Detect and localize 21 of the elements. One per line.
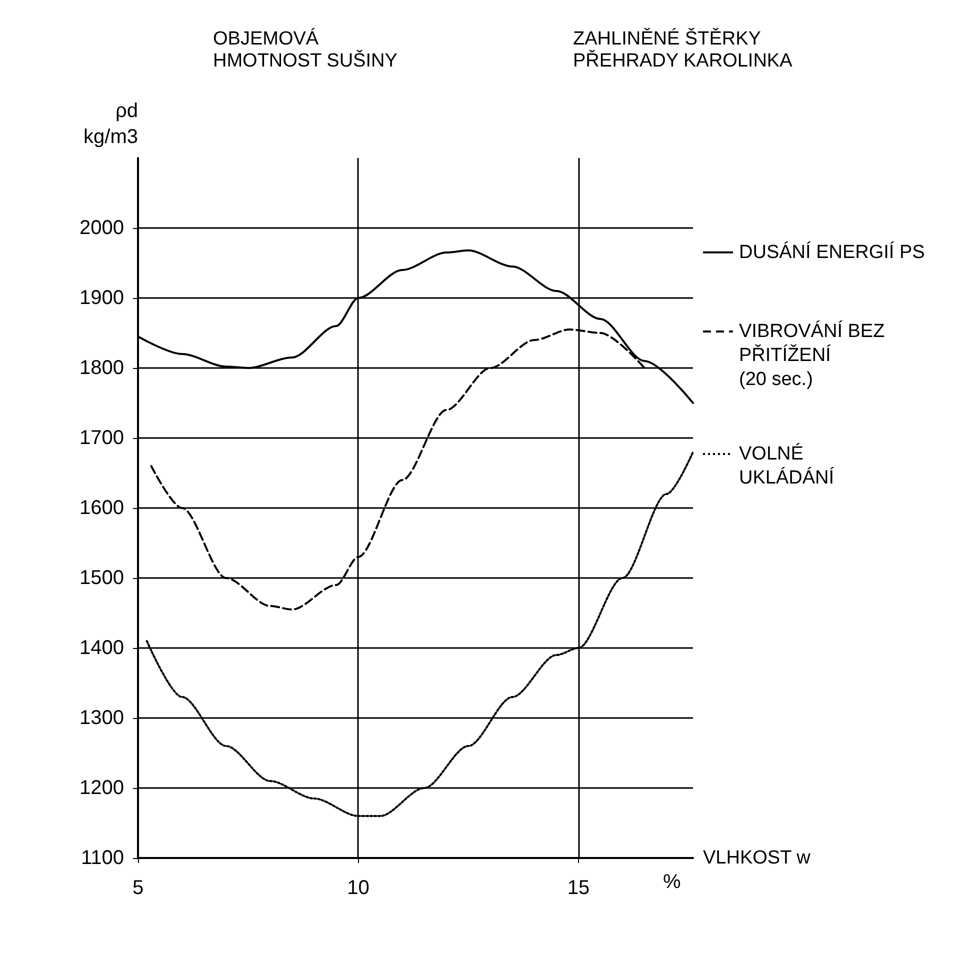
chart-subtitle: ZAHLINĚNÉ ŠTĚRKY PŘEHRADY KAROLINKA (573, 28, 793, 72)
x-axis-title: VLHKOST w (703, 848, 811, 868)
legend-label: VIBROVÁNÍ BEZ PŘITÍŽENÍ (20 sec.) (739, 320, 886, 390)
y-tick-label: 1500 (80, 567, 124, 589)
y-tick-label: 1100 (80, 847, 124, 869)
x-tick-label: 5 (132, 877, 144, 899)
y-tick-label: 1800 (80, 357, 124, 379)
text: % (663, 871, 681, 893)
y-tick-label: 1900 (80, 287, 124, 309)
legend-label: VOLNÉ UKLÁDÁNÍ (739, 442, 835, 488)
x-tick-label: 15 (567, 877, 590, 899)
chart-title: OBJEMOVÁ HMOTNOST SUŠINY (213, 28, 398, 72)
y-tick-label: 1700 (80, 427, 124, 449)
y-tick-label: 1300 (80, 707, 124, 729)
y-tick-label: 2000 (80, 217, 124, 239)
y-axis-title: ρd kg/m3 (84, 100, 138, 148)
x-tick-label: 10 (347, 877, 370, 899)
legend-label: DUSÁNÍ ENERGIÍ PS (739, 240, 925, 263)
y-tick-label: 1200 (80, 777, 124, 799)
y-tick-label: 1400 (80, 637, 124, 659)
y-tick-label: 1600 (80, 497, 124, 519)
